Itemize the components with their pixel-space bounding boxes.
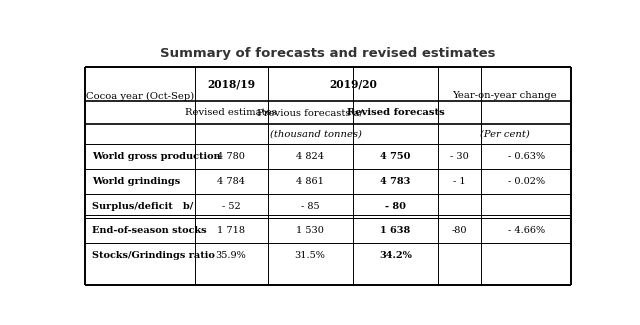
Text: Revised estimates: Revised estimates [186, 109, 277, 117]
Text: Summary of forecasts and revised estimates: Summary of forecasts and revised estimat… [160, 47, 496, 60]
Text: End-of-season stocks: End-of-season stocks [92, 226, 207, 235]
Text: 31.5%: 31.5% [295, 251, 326, 260]
Text: Stocks/Grindings ratio: Stocks/Grindings ratio [92, 251, 215, 260]
Text: World grindings: World grindings [92, 177, 180, 186]
Text: 4 750: 4 750 [380, 152, 411, 161]
Text: -80: -80 [452, 226, 467, 235]
Text: - 1: - 1 [453, 177, 466, 186]
Text: 35.9%: 35.9% [216, 251, 246, 260]
Text: - 0.02%: - 0.02% [508, 177, 545, 186]
Text: - 52: - 52 [221, 202, 241, 211]
Text: 1 718: 1 718 [217, 226, 245, 235]
Text: 2019/20: 2019/20 [329, 79, 377, 90]
Text: - 80: - 80 [385, 202, 406, 211]
Text: 34.2%: 34.2% [379, 251, 412, 260]
Text: (thousand tonnes): (thousand tonnes) [271, 130, 362, 139]
Text: Surplus/deficit   b/: Surplus/deficit b/ [92, 202, 194, 211]
Text: World gross production: World gross production [92, 152, 221, 161]
Text: 4 783: 4 783 [380, 177, 411, 186]
Text: Previous forecasts a/: Previous forecasts a/ [257, 109, 363, 117]
Text: 4 824: 4 824 [296, 152, 324, 161]
Text: - 0.63%: - 0.63% [508, 152, 545, 161]
Text: - 85: - 85 [301, 202, 319, 211]
Text: (Per cent): (Per cent) [480, 130, 529, 139]
Text: - 30: - 30 [451, 152, 469, 161]
Text: Cocoa year (Oct-Sep): Cocoa year (Oct-Sep) [86, 91, 194, 100]
Text: - 4.66%: - 4.66% [508, 226, 545, 235]
Text: 1 638: 1 638 [380, 226, 410, 235]
Text: 1 530: 1 530 [296, 226, 324, 235]
Text: 4 784: 4 784 [217, 177, 245, 186]
Text: Revised forecasts: Revised forecasts [346, 109, 444, 117]
Text: 2018/19: 2018/19 [207, 79, 255, 90]
Text: 4 780: 4 780 [217, 152, 245, 161]
Text: 4 861: 4 861 [296, 177, 324, 186]
Text: Year-on-year change: Year-on-year change [452, 91, 557, 100]
